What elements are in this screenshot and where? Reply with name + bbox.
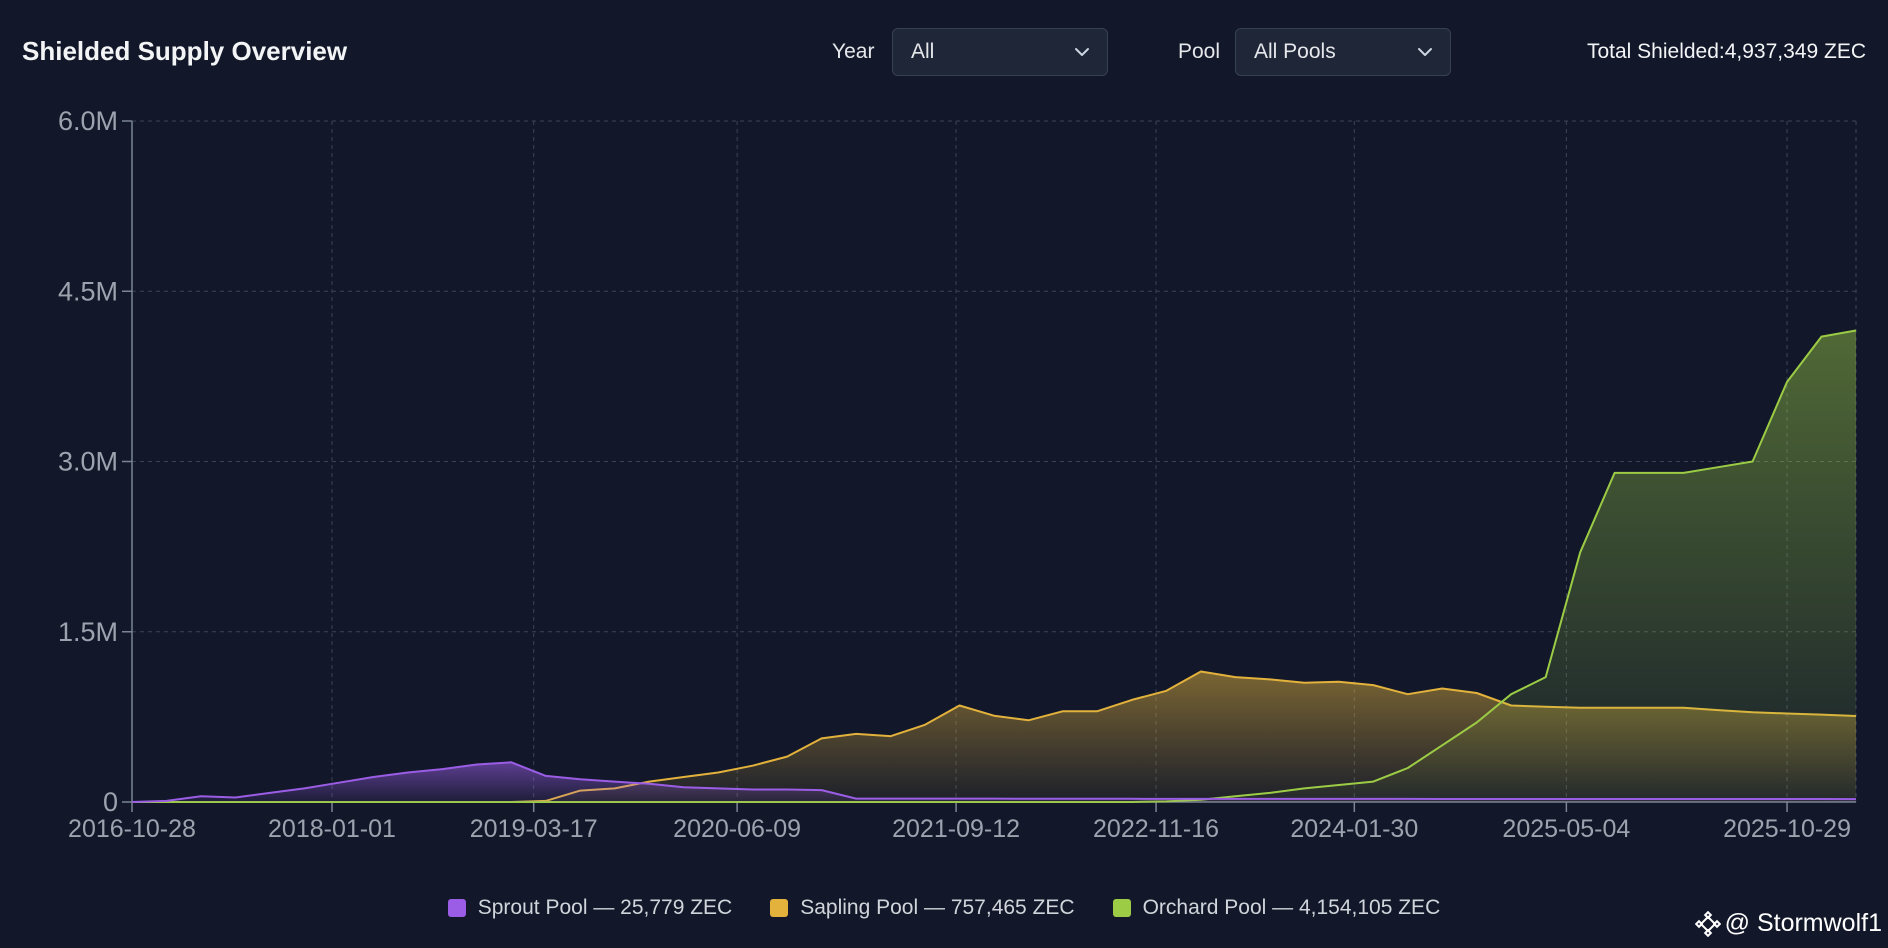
pool-select[interactable]: All Pools bbox=[1235, 28, 1451, 76]
year-filter-label: Year bbox=[832, 40, 875, 63]
total-shielded-value: 4,937,349 ZEC bbox=[1724, 40, 1866, 63]
x-tick-label: 2025-10-29 bbox=[1723, 815, 1851, 843]
total-shielded: Total Shielded:4,937,349 ZEC bbox=[1587, 40, 1866, 64]
x-tick-label: 2016-10-28 bbox=[68, 815, 196, 843]
x-tick-label: 2021-09-12 bbox=[892, 815, 1020, 843]
x-tick-label: 2019-03-17 bbox=[470, 815, 598, 843]
legend-item[interactable]: Sapling Pool — 757,465 ZEC bbox=[770, 896, 1075, 920]
legend: Sprout Pool — 25,779 ZEC Sapling Pool — 7… bbox=[0, 896, 1888, 920]
chevron-down-icon bbox=[1075, 48, 1089, 56]
shielded-supply-chart: 0 1.5M 3.0M 4.5M 6.0M 2016-10-28 2018-01-01 201… bbox=[58, 106, 1857, 843]
legend-swatch bbox=[770, 899, 789, 917]
series-area-2 bbox=[132, 330, 1856, 802]
legend-label: Orchard Pool — 4,154,105 ZEC bbox=[1142, 896, 1441, 919]
pool-select-value: All Pools bbox=[1254, 40, 1336, 63]
pool-filter-label: Pool bbox=[1178, 40, 1221, 63]
watermark-text: @ Stormwolf1 bbox=[1724, 909, 1882, 937]
legend-item[interactable]: Orchard Pool — 4,154,105 ZEC bbox=[1112, 896, 1441, 920]
year-select-value: All bbox=[911, 40, 935, 63]
series-line-0 bbox=[131, 761, 1857, 803]
y-tick-label: 1.5M bbox=[58, 617, 118, 647]
y-tick-label: 4.5M bbox=[58, 276, 118, 306]
watermark: @ Stormwolf1 bbox=[1694, 909, 1882, 938]
legend-swatch bbox=[1112, 899, 1131, 917]
x-tick-label: 2024-01-30 bbox=[1290, 815, 1418, 843]
year-select[interactable]: All bbox=[892, 28, 1108, 76]
binance-diamond-icon bbox=[1694, 910, 1721, 937]
legend-label: Sprout Pool — 25,779 ZEC bbox=[477, 896, 733, 919]
chevron-down-icon bbox=[1418, 48, 1432, 56]
series-area-0 bbox=[132, 762, 1856, 802]
x-tick-label: 2022-11-16 bbox=[1093, 815, 1219, 843]
series-areas bbox=[131, 329, 1857, 803]
legend-label: Sapling Pool — 757,465 ZEC bbox=[800, 896, 1075, 919]
grid bbox=[132, 120, 1857, 802]
x-tick-label: 2020-06-09 bbox=[673, 815, 801, 843]
legend-swatch bbox=[447, 899, 466, 917]
x-tick-label: 2025-05-04 bbox=[1502, 815, 1630, 843]
y-tick-label: 6.0M bbox=[58, 106, 118, 136]
page-title: Shielded Supply Overview bbox=[22, 36, 348, 66]
y-tick-label: 0 bbox=[103, 787, 118, 817]
y-tick-label: 3.0M bbox=[58, 447, 118, 477]
total-shielded-label: Total Shielded: bbox=[1586, 40, 1725, 63]
x-tick-label: 2018-01-01 bbox=[268, 815, 396, 843]
legend-item[interactable]: Sprout Pool — 25,779 ZEC bbox=[447, 896, 733, 920]
